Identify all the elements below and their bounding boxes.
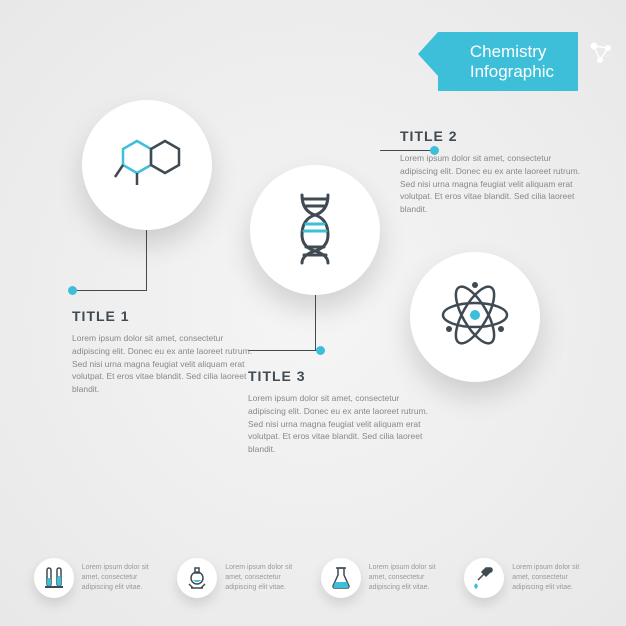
molecule-small-icon <box>586 40 616 73</box>
block-title: TITLE 2 <box>400 128 580 144</box>
flask-stand-icon <box>177 558 217 598</box>
header-title: Chemistry Infographic <box>470 42 554 81</box>
test-tubes-icon <box>34 558 74 598</box>
block-3: TITLE 3 Lorem ipsum dolor sit amet, cons… <box>248 368 428 456</box>
footer-text: Lorem ipsum dolor sit amet, consectetur … <box>369 563 449 593</box>
connector-dot <box>68 286 77 295</box>
header-ribbon: Chemistry Infographic <box>438 32 578 91</box>
header-line2: Infographic <box>470 62 554 81</box>
block-text: Lorem ipsum dolor sit amet, consectetur … <box>72 332 252 396</box>
connector-dot <box>316 346 325 355</box>
atom-icon <box>437 277 513 358</box>
footer-text: Lorem ipsum dolor sit amet, consectetur … <box>512 563 592 593</box>
block-text: Lorem ipsum dolor sit amet, consectetur … <box>248 392 428 456</box>
footer-text: Lorem ipsum dolor sit amet, consectetur … <box>225 563 305 593</box>
footer-text: Lorem ipsum dolor sit amet, consectetur … <box>82 563 162 593</box>
footer-item: Lorem ipsum dolor sit amet, consectetur … <box>464 558 592 598</box>
footer-item: Lorem ipsum dolor sit amet, consectetur … <box>321 558 449 598</box>
connector-line <box>146 230 147 290</box>
molecule-icon <box>109 131 185 200</box>
connector-line <box>72 290 147 291</box>
header-line1: Chemistry <box>470 42 547 61</box>
footer-item: Lorem ipsum dolor sit amet, consectetur … <box>177 558 305 598</box>
block-title: TITLE 3 <box>248 368 428 384</box>
flask-icon <box>321 558 361 598</box>
footer-row: Lorem ipsum dolor sit amet, consectetur … <box>0 558 626 598</box>
block-text: Lorem ipsum dolor sit amet, consectetur … <box>400 152 580 216</box>
connector-line <box>248 350 316 351</box>
block-2: TITLE 2 Lorem ipsum dolor sit amet, cons… <box>400 128 580 216</box>
dna-icon <box>290 191 340 270</box>
circle-atom <box>410 252 540 382</box>
block-title: TITLE 1 <box>72 308 252 324</box>
dropper-icon <box>464 558 504 598</box>
connector-line <box>315 295 316 350</box>
footer-item: Lorem ipsum dolor sit amet, consectetur … <box>34 558 162 598</box>
circle-molecule <box>82 100 212 230</box>
circle-dna <box>250 165 380 295</box>
block-1: TITLE 1 Lorem ipsum dolor sit amet, cons… <box>72 308 252 396</box>
